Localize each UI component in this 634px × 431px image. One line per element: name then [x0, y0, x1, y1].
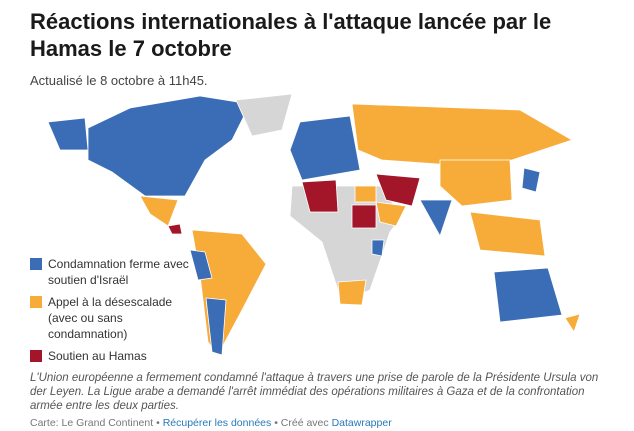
country — [439, 159, 513, 207]
country — [337, 279, 367, 306]
country — [469, 211, 546, 257]
footer: Carte: Le Grand Continent • Récupérer le… — [30, 417, 392, 429]
title: Réactions internationales à l'attaque la… — [30, 9, 552, 61]
source: Carte: Le Grand Continent — [30, 417, 154, 429]
legend-swatch — [30, 350, 42, 362]
legend-label: Appel à la désescalade (avec ou sans con… — [48, 295, 173, 341]
tool-link[interactable]: Datawrapper — [331, 417, 392, 429]
country — [521, 167, 541, 193]
country — [351, 103, 573, 166]
country — [375, 173, 421, 207]
country — [139, 195, 179, 227]
separator: • — [156, 417, 160, 429]
legend-item: Condamnation ferme avec soutien d'Israël — [30, 256, 195, 288]
country — [235, 93, 293, 137]
note: L'Union européenne a fermement condamné … — [30, 372, 599, 412]
country — [47, 117, 89, 151]
created-with: Créé avec — [280, 417, 329, 429]
country — [354, 185, 377, 203]
map — [47, 93, 581, 356]
subtitle: Actualisé le 8 octobre à 11h45. — [30, 73, 208, 88]
country — [301, 179, 339, 213]
legend-label: Soutien au Hamas — [48, 349, 147, 363]
country — [419, 199, 453, 237]
country — [167, 223, 183, 235]
legend-label: Condamnation ferme avec soutien d'Israël — [48, 257, 189, 287]
legend-item: Soutien au Hamas — [30, 348, 195, 364]
country — [191, 229, 267, 356]
separator: • — [274, 417, 278, 429]
legend: Condamnation ferme avec soutien d'Israël… — [30, 256, 195, 370]
country — [205, 297, 227, 356]
country — [87, 95, 251, 197]
country — [564, 313, 581, 333]
country — [289, 115, 361, 181]
country — [351, 204, 377, 229]
country — [371, 239, 385, 257]
legend-swatch — [30, 296, 42, 308]
country — [375, 201, 407, 227]
download-link[interactable]: Récupérer les données — [162, 417, 272, 429]
legend-swatch — [30, 258, 42, 270]
legend-item: Appel à la désescalade (avec ou sans con… — [30, 294, 195, 342]
country — [189, 249, 213, 281]
country — [493, 267, 563, 323]
